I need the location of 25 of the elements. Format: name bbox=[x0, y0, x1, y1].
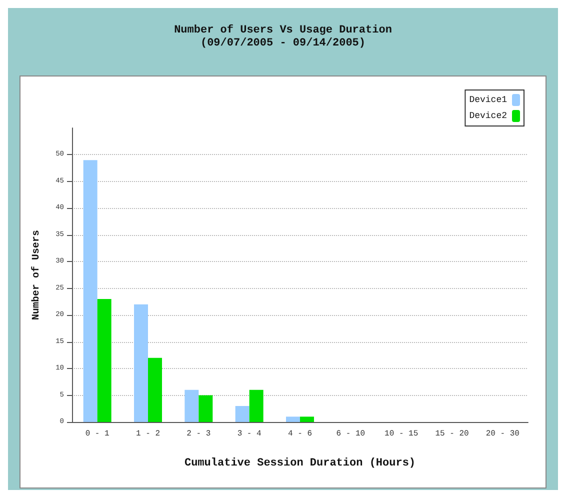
y-axis-title: Number of Users bbox=[30, 230, 42, 320]
x-tick-label: 15 - 20 bbox=[435, 430, 469, 438]
chart-subtitle: (09/07/2005 - 09/14/2005) bbox=[200, 38, 366, 50]
x-axis-title: Cumulative Session Duration (Hours) bbox=[184, 458, 416, 470]
x-tick-label: 3 - 4 bbox=[237, 430, 262, 438]
bar bbox=[97, 299, 112, 422]
bar bbox=[235, 406, 250, 422]
legend-label: Device2 bbox=[469, 111, 507, 121]
x-tick-label: 20 - 30 bbox=[486, 430, 520, 438]
x-tick-label: 6 - 10 bbox=[336, 430, 366, 438]
legend-label: Device1 bbox=[469, 95, 507, 105]
x-tick-label: 10 - 15 bbox=[384, 430, 418, 438]
x-tick-label: 4 - 6 bbox=[288, 430, 312, 438]
bar bbox=[134, 304, 148, 422]
bar bbox=[300, 416, 314, 422]
bar bbox=[286, 416, 300, 422]
x-tick-label: 2 - 3 bbox=[186, 430, 211, 438]
bar bbox=[184, 390, 199, 422]
x-tick-label: 0 - 1 bbox=[85, 430, 110, 438]
bar bbox=[198, 395, 213, 422]
bar bbox=[249, 390, 264, 422]
chart-title: Number of Users Vs Usage Duration bbox=[174, 24, 392, 36]
x-tick-label: 1 - 2 bbox=[136, 430, 160, 438]
bar bbox=[148, 358, 162, 422]
bar bbox=[83, 160, 98, 422]
